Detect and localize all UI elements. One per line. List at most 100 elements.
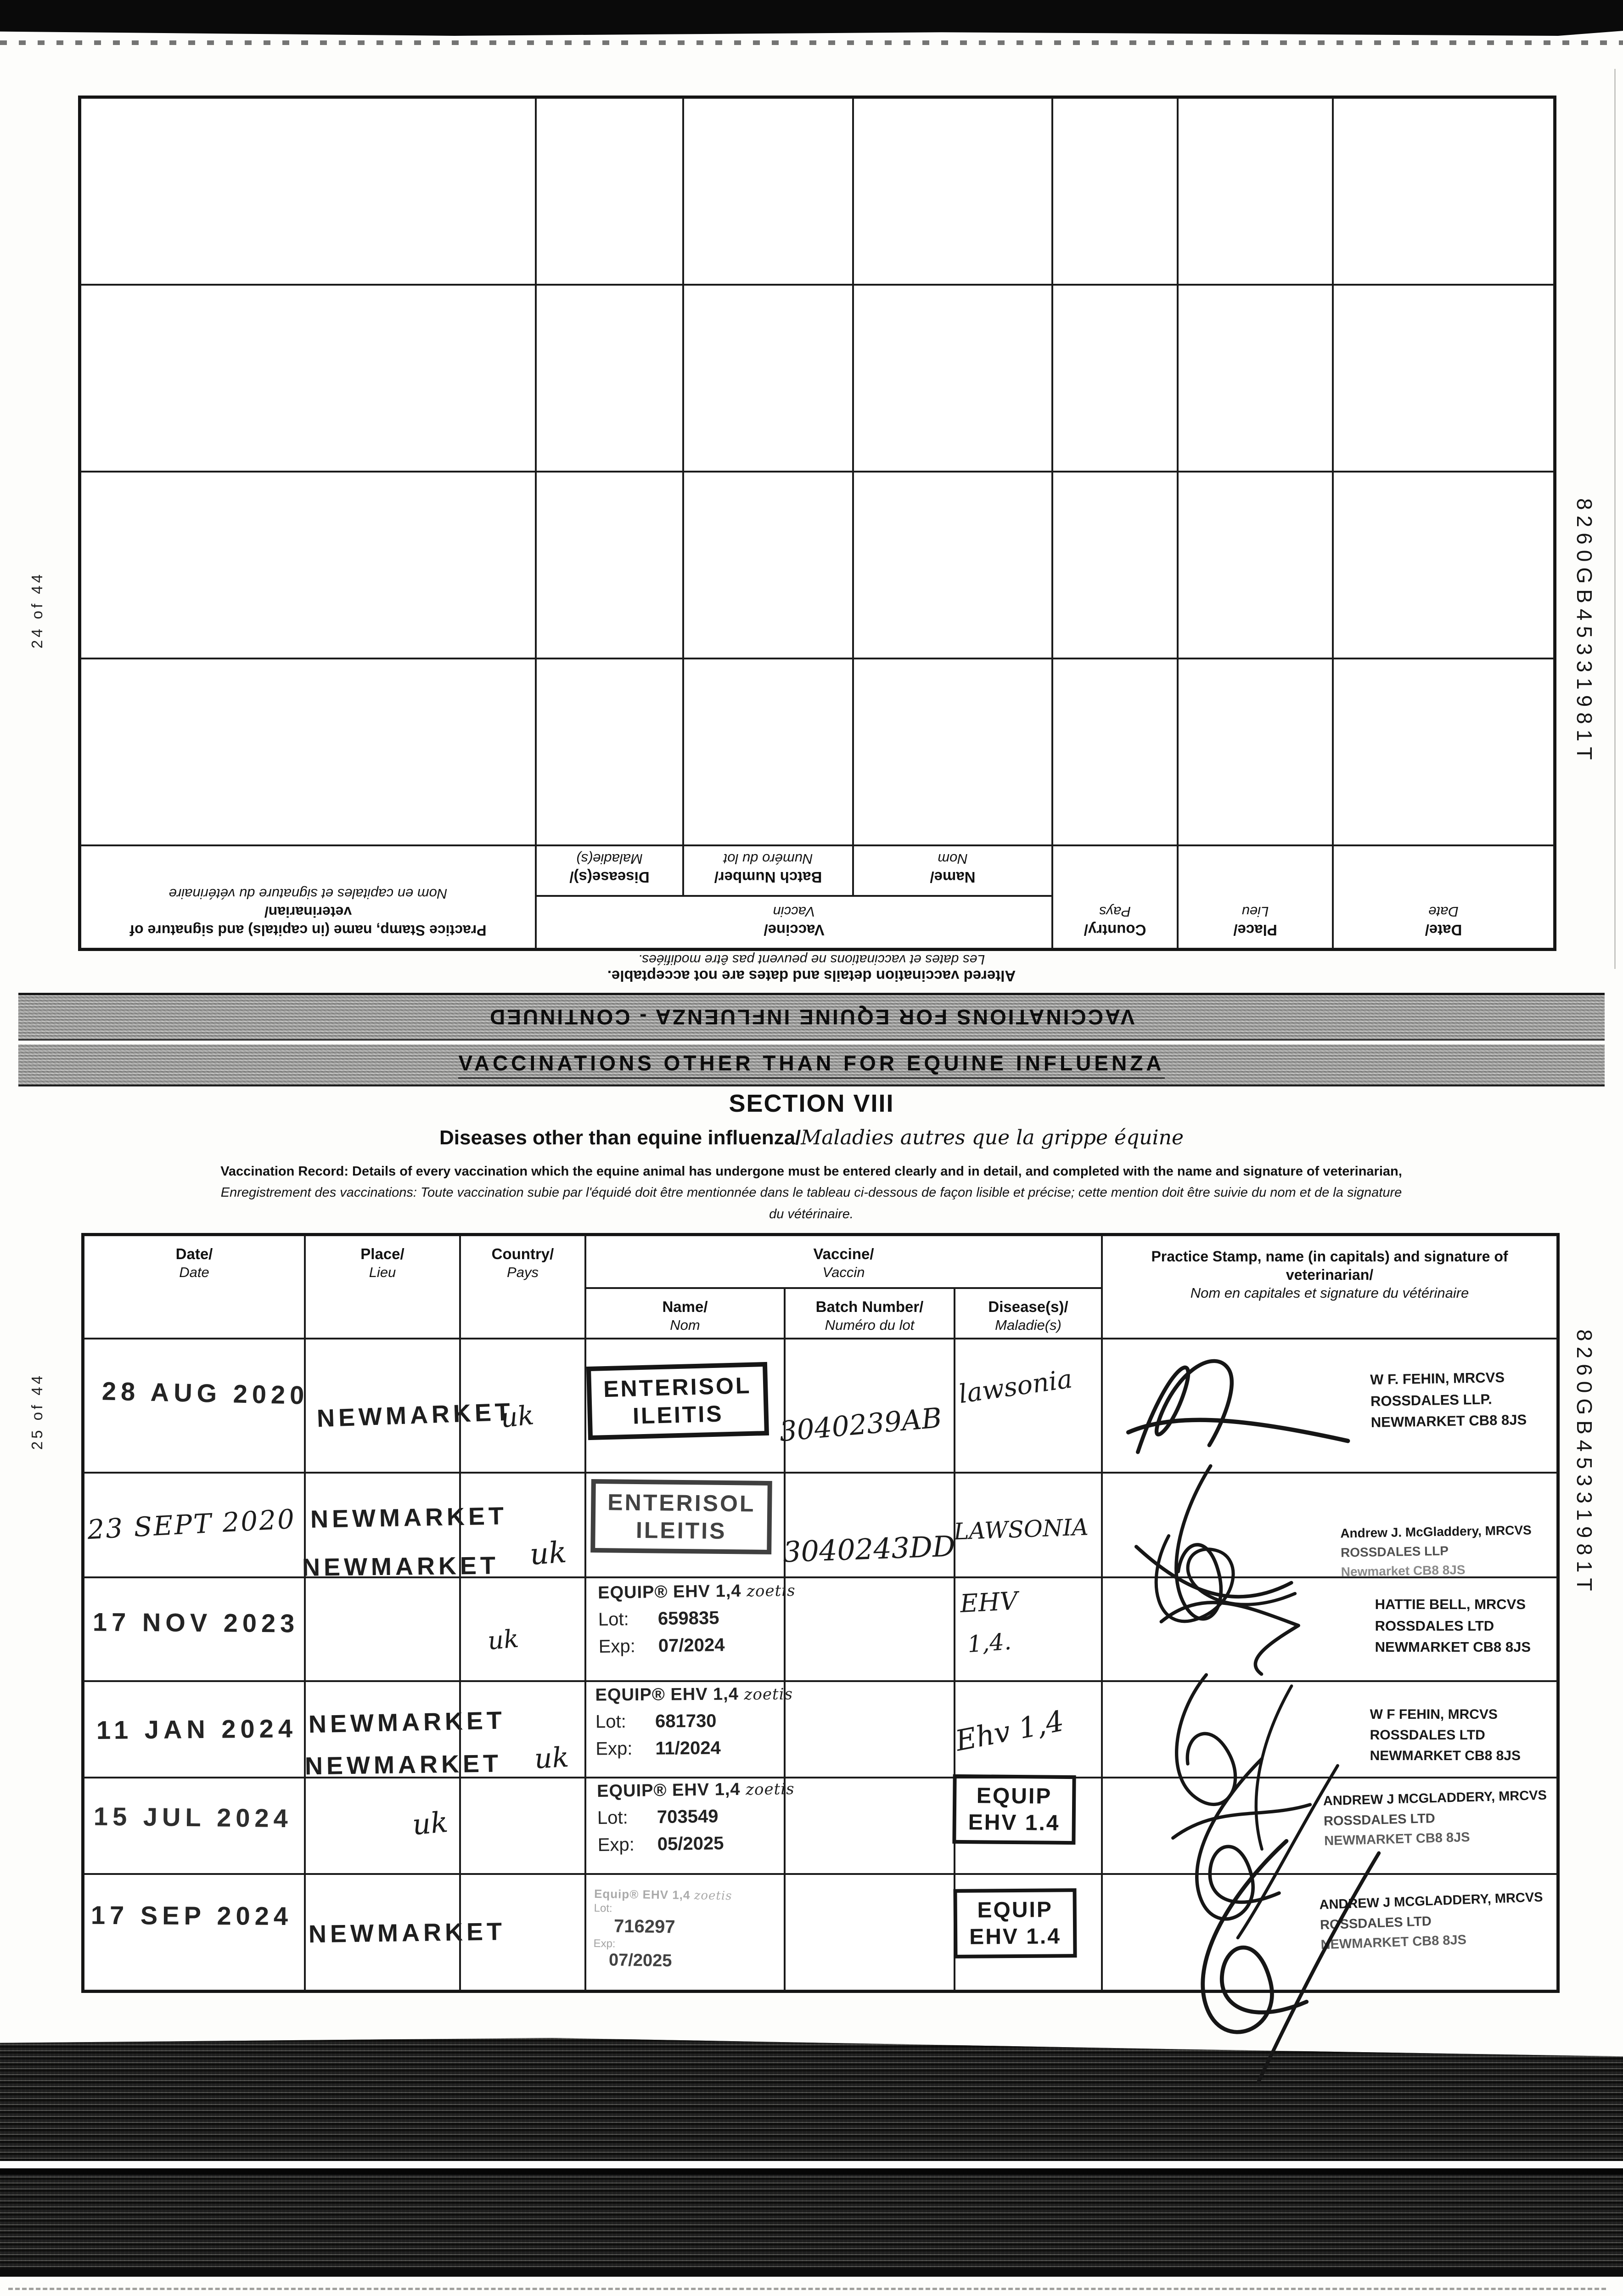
table-row5-vaccine-name: EQUIP® EHV 1,4 zoetis Lot: 703549 Exp: 05/… xyxy=(585,1778,795,1874)
table-row2-disease: LAWSONIA xyxy=(953,1473,1102,1577)
vet-line2: ROSSDALES LLP xyxy=(1340,1543,1449,1560)
country-handwritten: UK xyxy=(411,1805,449,1842)
other-vaccinations-banner-text: VACCINATIONS OTHER THAN FOR EQUINE INFLU… xyxy=(458,1051,1165,1079)
header-place-fr: Lieu xyxy=(369,1264,396,1281)
table-row4-disease: Ehv 1,4 xyxy=(952,1681,1102,1778)
disease-handwritten-line2: 1,4. xyxy=(966,1628,1012,1658)
other-vaccinations-banner: VACCINATIONS OTHER THAN FOR EQUINE INFLU… xyxy=(18,1044,1605,1086)
vaccine-product: EQUIP® EHV 1,4 xyxy=(595,1684,739,1705)
lot-label: Lot: xyxy=(598,1609,629,1630)
vet-line1: W F. FEHIN, MRCVS xyxy=(1370,1369,1505,1388)
empty-cell xyxy=(853,472,1052,658)
header-country-en: Country/ xyxy=(1084,922,1146,939)
vet-line3: NEWMARKET CB8 8JS xyxy=(1370,1412,1527,1430)
header-disease-fr: Maladie(s) xyxy=(576,850,643,867)
header-date-fr: Date xyxy=(1428,903,1459,920)
empty-cell xyxy=(683,285,853,472)
lot-number: 659835 xyxy=(657,1608,719,1629)
table-row2-place: NEWMARKET xyxy=(305,1473,507,1577)
empty-cell xyxy=(536,98,683,285)
empty-cell xyxy=(80,472,536,658)
table-row5-batch xyxy=(785,1778,955,1874)
vaccine-stamp-faint: Equip® EHV 1,4 zoetis Lot: 716297 Exp: 0… xyxy=(593,1887,732,1972)
scan-top-edge xyxy=(0,0,1623,36)
intro-line3: du vétérinaire. xyxy=(769,1206,854,1221)
lot-label: Lot: xyxy=(595,1711,626,1732)
scan-top-dashes xyxy=(0,40,1623,45)
place-stamp: NEWMARKET xyxy=(308,1706,506,1739)
table-row6-place: NEWMARKET xyxy=(305,1874,505,1991)
header-disease-en: Disease(s)/ xyxy=(988,1298,1068,1315)
disease-box-line2: EHV 1.4 xyxy=(969,1924,1061,1949)
notice-en: Altered vaccination details and dates ar… xyxy=(607,968,1016,985)
influenza-table-rotated: Date/ Date Place/ Lieu Country/ Pays Vac… xyxy=(78,96,1556,951)
subtitle-en: Diseases other than equine influenza/ xyxy=(439,1126,801,1149)
empty-cell xyxy=(1052,472,1178,658)
empty-cell xyxy=(1333,658,1554,845)
place-stamp: NEWMARKET xyxy=(304,1750,502,1780)
disease-box-line1: EQUIP xyxy=(976,1784,1052,1809)
vaccine-product: EQUIP® EHV 1,4 xyxy=(596,1779,741,1801)
table-row4-vaccine-name: EQUIP® EHV 1,4 zoetis Lot: 681730 Exp: 11/… xyxy=(585,1681,793,1778)
table-row5-date: 15 JUL 2024 xyxy=(84,1778,305,1874)
vet-line1: HATTIE BELL, MRCVS xyxy=(1375,1596,1526,1612)
influenza-continued-banner-text: VACCINATIONS FOR EQUINE INFLUENZA - CONT… xyxy=(488,1005,1135,1029)
country-handwritten: UK xyxy=(486,1624,520,1656)
vaccine-stamp: EQUIP® EHV 1,4 zoetis Lot: 681730 Exp: 11/… xyxy=(595,1684,793,1759)
date-stamp: 28 AUG 2020 xyxy=(101,1376,309,1410)
table-row3-date: 17 NOV 2023 xyxy=(84,1577,305,1681)
disease-box-line2: EHV 1.4 xyxy=(968,1810,1060,1835)
col-header-vaccine: Vaccine/ Vaccin xyxy=(585,1235,1102,1288)
document-code-upper: 8260GB45331981T xyxy=(1572,498,1596,765)
col-header-stamp: Practice Stamp, name (in capitals) and s… xyxy=(80,845,536,949)
header-stamp-en: Practice Stamp, name (in capitals) and s… xyxy=(1151,1248,1508,1283)
header-date-en: Date/ xyxy=(1425,922,1462,939)
header-name-en: Name/ xyxy=(930,869,976,886)
scan-bottom-band-1 xyxy=(0,2038,1623,2161)
empty-cell xyxy=(853,658,1052,845)
table-row1-place: NEWMARKET xyxy=(305,1339,514,1473)
col-header-disease: Disease(s)/ Maladie(s) xyxy=(955,1288,1102,1339)
header-stamp-fr: Nom en capitales et signature du vétérin… xyxy=(1190,1285,1469,1301)
vaccine-product: EQUIP® EHV 1,4 xyxy=(597,1581,741,1603)
scan-bottom-dashes xyxy=(8,2288,1606,2290)
vet-line2: ROSSDALES LTD xyxy=(1370,1728,1485,1743)
date-stamp: 15 JUL 2024 xyxy=(93,1801,293,1833)
date-stamp: 17 NOV 2023 xyxy=(92,1607,299,1638)
table-row5-disease: EQUIP EHV 1.4 xyxy=(952,1774,1102,1874)
table-row3-country: UK xyxy=(460,1577,585,1681)
disease-handwritten: Ehv 1,4 xyxy=(952,1704,1067,1758)
intro-line1: Vaccination Record: Details of every vac… xyxy=(220,1164,1402,1179)
col-header-batch: Batch Number/ Numéro du lot xyxy=(683,845,853,896)
date-stamp: 17 SEP 2024 xyxy=(90,1900,293,1931)
page-number-top: 24 of 44 xyxy=(28,572,45,649)
altered-vaccination-notice: Altered vaccination details and dates ar… xyxy=(0,951,1623,985)
vaccination-table: Date/ Date Place/ Lieu Country/ Pays Vac… xyxy=(81,1233,1560,2084)
vet-line2: ROSSDALES LLP. xyxy=(1370,1390,1492,1409)
empty-cell xyxy=(853,98,1052,285)
empty-cell xyxy=(80,98,536,285)
vaccine-name-stamp: ENTERISOL ILEITIS xyxy=(586,1362,769,1441)
header-country-fr: Pays xyxy=(1099,903,1131,920)
header-disease-fr: Maladie(s) xyxy=(995,1317,1061,1334)
empty-cell xyxy=(683,472,853,658)
page-edge-line xyxy=(1614,69,1616,969)
empty-cell xyxy=(536,472,683,658)
table-row1-disease: lawsonia xyxy=(955,1339,1102,1473)
header-stamp-en: Practice Stamp, name (in capitals) and s… xyxy=(129,904,487,939)
vet-stamp: HATTIE BELL, MRCVS ROSSDALES LTD NEWMARK… xyxy=(1375,1594,1531,1658)
lot-number: 703549 xyxy=(657,1806,719,1828)
table-row6-batch xyxy=(785,1874,955,1991)
header-vaccine-en: Vaccine/ xyxy=(813,1245,874,1262)
disease-stamp-box: EQUIP EHV 1.4 xyxy=(952,1774,1076,1845)
empty-cell xyxy=(1333,472,1554,658)
signature xyxy=(1159,1464,1300,1676)
empty-cell xyxy=(536,658,683,845)
disease-stamp-box: EQUIP EHV 1.4 xyxy=(953,1888,1077,1959)
table-row3-stamp: HATTIE BELL, MRCVS ROSSDALES LTD NEWMARK… xyxy=(1102,1534,1557,1681)
table-row1-batch: 3040239AB xyxy=(778,1339,955,1473)
vaccine-name-line1: ENTERISOL xyxy=(607,1489,756,1517)
exp-label: Exp: xyxy=(597,1834,635,1855)
table-row2-date: 23 SEPT 2020 xyxy=(84,1473,305,1577)
table-row5-place: NEWMARKET UK xyxy=(305,1750,502,1874)
